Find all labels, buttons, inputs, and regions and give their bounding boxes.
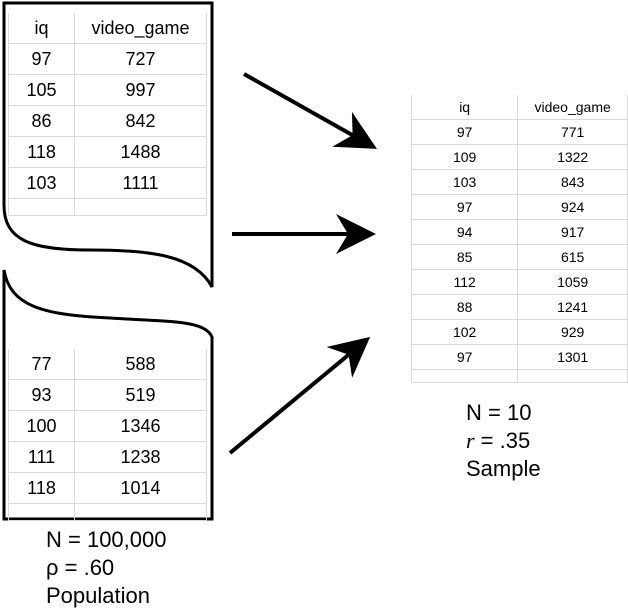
population-label: Population — [46, 583, 150, 608]
cell-video-game: 1322 — [517, 144, 628, 170]
population-correlation: ρ = .60 — [46, 555, 115, 580]
table-row: 77 588 — [8, 349, 207, 380]
column-header-iq: iq — [410, 95, 518, 120]
cell-iq: 93 — [8, 379, 75, 411]
table-row: 112 1059 — [410, 269, 628, 295]
table-row: 118 1014 — [8, 472, 207, 504]
cell-iq: 111 — [8, 441, 75, 473]
cell-iq: 109 — [410, 144, 518, 170]
cell-iq: 94 — [410, 219, 518, 245]
population-size: N = 100,000 — [46, 527, 167, 552]
cell-video-game: 727 — [74, 43, 207, 75]
cell-video-game: 1488 — [74, 136, 207, 168]
population-table-bottom: 77 588 93 519 100 1346 111 1238 118 1014 — [8, 349, 207, 521]
table-header-row: iq video_game — [8, 13, 207, 44]
table-row-empty — [8, 503, 207, 521]
table-row: 103 843 — [410, 169, 628, 195]
table-row: 97 1301 — [410, 344, 628, 370]
table-row: 111 1238 — [8, 441, 207, 473]
sample-correlation: r = .35 — [466, 427, 541, 455]
table-row: 102 929 — [410, 319, 628, 345]
cell-iq: 86 — [8, 105, 75, 137]
cell-video-game: 1059 — [517, 269, 628, 295]
table-row: 97 727 — [8, 43, 207, 75]
cell-video-game: 615 — [517, 244, 628, 270]
column-header-video-game: video_game — [74, 13, 207, 44]
cell-iq: 100 — [8, 410, 75, 442]
table-row: 109 1322 — [410, 144, 628, 170]
cell-iq: 88 — [410, 294, 518, 320]
sample-caption: N = 10 r = .35 Sample — [466, 399, 541, 483]
cell-video-game: 1111 — [74, 167, 207, 199]
table-row: 103 1111 — [8, 167, 207, 199]
table-row: 100 1346 — [8, 410, 207, 442]
cell-video-game: 843 — [517, 169, 628, 195]
table-row: 97 771 — [410, 119, 628, 145]
cell-iq: 97 — [8, 43, 75, 75]
cell-iq: 77 — [8, 349, 75, 380]
table-row: 86 842 — [8, 105, 207, 137]
cell-video-game: 997 — [74, 74, 207, 106]
column-header-video-game: video_game — [517, 95, 628, 120]
cell-video-game: 519 — [74, 379, 207, 411]
population-frame-top — [2, 1, 214, 288]
arrow-upper — [243, 72, 377, 149]
table-row-empty — [410, 369, 628, 383]
cell-video-game: 917 — [517, 219, 628, 245]
cell-video-game: 924 — [517, 194, 628, 220]
table-row: 88 1241 — [410, 294, 628, 320]
sample-label: Sample — [466, 456, 541, 481]
cell-video-game: 1014 — [74, 472, 207, 504]
table-row: 94 917 — [410, 219, 628, 245]
cell-video-game: 1301 — [517, 344, 628, 370]
cell-iq: 97 — [410, 194, 518, 220]
cell-iq: 103 — [8, 167, 75, 199]
sample-size: N = 10 — [466, 400, 532, 425]
table-header-row: iq video_game — [410, 95, 628, 120]
table-row: 93 519 — [8, 379, 207, 411]
cell-iq: 105 — [8, 74, 75, 106]
cell-video-game: 929 — [517, 319, 628, 345]
population-frame-bottom — [2, 269, 214, 521]
table-row-empty — [8, 198, 207, 216]
cell-video-game: 1238 — [74, 441, 207, 473]
cell-video-game: 588 — [74, 349, 207, 380]
cell-iq: 118 — [8, 472, 75, 504]
cell-video-game: 1241 — [517, 294, 628, 320]
cell-iq: 112 — [410, 269, 518, 295]
cell-iq: 103 — [410, 169, 518, 195]
cell-video-game: 842 — [74, 105, 207, 137]
table-row: 85 615 — [410, 244, 628, 270]
sample-correlation-value: = .35 — [474, 428, 531, 453]
cell-iq: 102 — [410, 319, 518, 345]
cell-video-game: 1346 — [74, 410, 207, 442]
cell-video-game: 771 — [517, 119, 628, 145]
table-row: 105 997 — [8, 74, 207, 106]
cell-iq: 85 — [410, 244, 518, 270]
population-caption: N = 100,000 ρ = .60 Population — [46, 526, 166, 610]
sample-table: iq video_game 97 771 109 1322 103 843 97 924… — [410, 95, 628, 383]
population-table-top: iq video_game 97 727 105 997 86 842 118 1488… — [8, 13, 207, 216]
sample-correlation-symbol: r — [466, 428, 475, 453]
table-row: 97 924 — [410, 194, 628, 220]
table-row: 118 1488 — [8, 136, 207, 168]
cell-iq: 97 — [410, 344, 518, 370]
cell-iq: 97 — [410, 119, 518, 145]
arrow-lower — [228, 336, 371, 455]
column-header-iq: iq — [8, 13, 75, 44]
cell-iq: 118 — [8, 136, 75, 168]
